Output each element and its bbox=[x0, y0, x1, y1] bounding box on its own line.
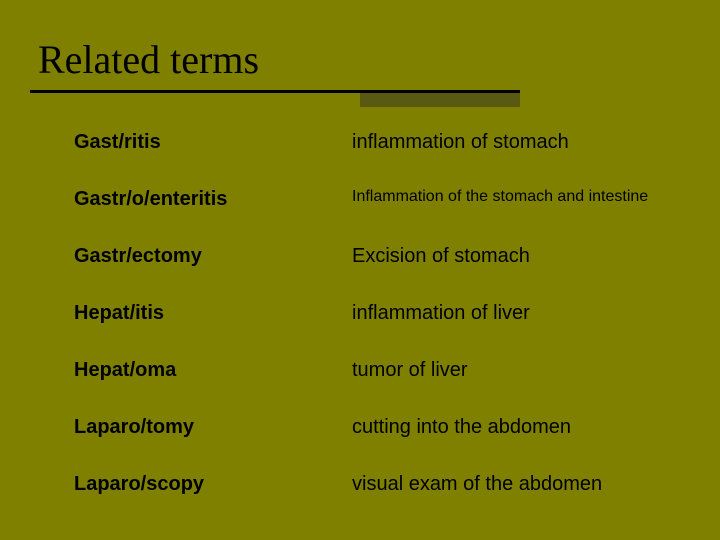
page-title: Related terms bbox=[38, 36, 259, 83]
definition-cell: Inflammation of the stomach and intestin… bbox=[352, 188, 654, 206]
definition-cell: cutting into the abdomen bbox=[352, 416, 654, 439]
term-cell: Gastr/ectomy bbox=[74, 245, 352, 268]
table-row: Laparo/scopy visual exam of the abdomen bbox=[74, 473, 654, 530]
title-shadow bbox=[360, 93, 520, 107]
definition-cell: tumor of liver bbox=[352, 359, 654, 382]
table-row: Laparo/tomy cutting into the abdomen bbox=[74, 416, 654, 473]
term-cell: Laparo/scopy bbox=[74, 473, 352, 496]
definition-cell: inflammation of liver bbox=[352, 302, 654, 325]
term-cell: Hepat/oma bbox=[74, 359, 352, 382]
table-row: Hepat/oma tumor of liver bbox=[74, 359, 654, 416]
term-cell: Laparo/tomy bbox=[74, 416, 352, 439]
table-row: Gast/ritis inflammation of stomach bbox=[74, 131, 654, 188]
table-row: Hepat/itis inflammation of liver bbox=[74, 302, 654, 359]
slide-container: Related terms Gast/ritis inflammation of… bbox=[0, 0, 720, 540]
definition-cell: inflammation of stomach bbox=[352, 131, 654, 154]
term-cell: Hepat/itis bbox=[74, 302, 352, 325]
table-row: Gastr/o/enteritis Inflammation of the st… bbox=[74, 188, 654, 245]
terms-table: Gast/ritis inflammation of stomach Gastr… bbox=[74, 131, 654, 530]
term-cell: Gastr/o/enteritis bbox=[74, 188, 352, 211]
table-row: Gastr/ectomy Excision of stomach bbox=[74, 245, 654, 302]
definition-cell: Excision of stomach bbox=[352, 245, 654, 268]
definition-cell: visual exam of the abdomen bbox=[352, 473, 654, 496]
term-cell: Gast/ritis bbox=[74, 131, 352, 154]
